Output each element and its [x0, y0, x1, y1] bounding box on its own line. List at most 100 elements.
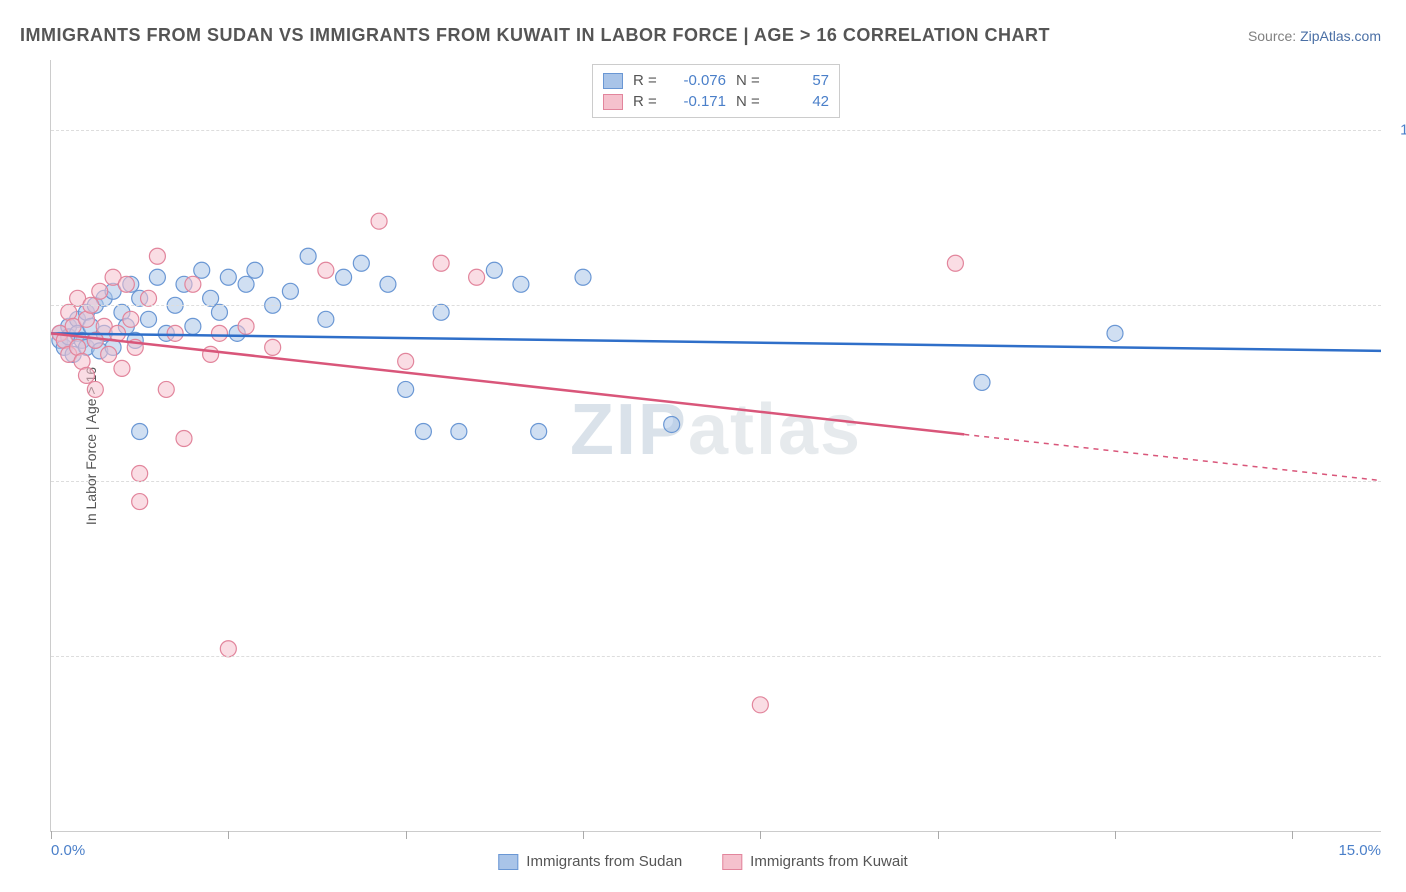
legend-swatch — [603, 94, 623, 110]
x-tick — [51, 831, 52, 839]
legend-swatch — [603, 73, 623, 89]
data-point — [380, 276, 396, 292]
data-point — [974, 374, 990, 390]
data-point — [265, 339, 281, 355]
data-point — [282, 283, 298, 299]
data-point — [149, 248, 165, 264]
data-point — [398, 381, 414, 397]
data-point — [78, 367, 94, 383]
data-point — [211, 325, 227, 341]
data-point — [176, 430, 192, 446]
data-point — [433, 304, 449, 320]
x-tick — [1115, 831, 1116, 839]
data-point — [575, 269, 591, 285]
data-point — [300, 248, 316, 264]
data-point — [211, 304, 227, 320]
data-point — [371, 213, 387, 229]
data-point — [513, 276, 529, 292]
data-point — [664, 416, 680, 432]
source-label: Source: ZipAtlas.com — [1248, 28, 1381, 44]
data-point — [486, 262, 502, 278]
legend-r-value: -0.171 — [671, 93, 726, 110]
gridline — [51, 656, 1381, 657]
data-point — [194, 262, 210, 278]
data-point — [101, 346, 117, 362]
data-point — [415, 423, 431, 439]
regression-line — [51, 333, 1381, 351]
series-legend-label: Immigrants from Sudan — [526, 853, 682, 870]
data-point — [185, 318, 201, 334]
data-point — [92, 283, 108, 299]
data-point — [1107, 325, 1123, 341]
data-point — [336, 269, 352, 285]
data-point — [238, 318, 254, 334]
correlation-legend-row: R = -0.171 N = 42 — [603, 91, 829, 112]
data-point — [123, 311, 139, 327]
x-tick — [1292, 831, 1293, 839]
data-point — [87, 381, 103, 397]
legend-swatch — [722, 854, 742, 870]
data-point — [203, 290, 219, 306]
series-legend-item: Immigrants from Kuwait — [722, 853, 908, 870]
legend-n-label: N = — [736, 93, 764, 110]
legend-r-label: R = — [633, 93, 661, 110]
data-point — [947, 255, 963, 271]
data-point — [469, 269, 485, 285]
data-point — [531, 423, 547, 439]
x-tick — [938, 831, 939, 839]
source-link[interactable]: ZipAtlas.com — [1300, 28, 1381, 44]
data-point — [433, 255, 449, 271]
legend-r-label: R = — [633, 72, 661, 89]
legend-n-value: 42 — [774, 93, 829, 110]
data-point — [220, 641, 236, 657]
data-point — [203, 346, 219, 362]
y-tick-label: 25.0% — [1391, 647, 1406, 664]
y-tick-label: 75.0% — [1391, 297, 1406, 314]
data-point — [114, 360, 130, 376]
x-tick-label: 15.0% — [1338, 842, 1381, 859]
series-legend-item: Immigrants from Sudan — [498, 853, 682, 870]
x-tick — [228, 831, 229, 839]
legend-n-label: N = — [736, 72, 764, 89]
data-point — [149, 269, 165, 285]
y-tick-label: 50.0% — [1391, 472, 1406, 489]
data-point — [247, 262, 263, 278]
data-point — [132, 494, 148, 510]
gridline — [51, 305, 1381, 306]
data-point — [141, 311, 157, 327]
data-point — [752, 697, 768, 713]
data-point — [167, 325, 183, 341]
data-point — [220, 269, 236, 285]
chart-container: IMMIGRANTS FROM SUDAN VS IMMIGRANTS FROM… — [0, 0, 1406, 892]
data-point — [132, 466, 148, 482]
legend-r-value: -0.076 — [671, 72, 726, 89]
data-point — [132, 423, 148, 439]
chart-title: IMMIGRANTS FROM SUDAN VS IMMIGRANTS FROM… — [20, 25, 1050, 46]
series-legend-label: Immigrants from Kuwait — [750, 853, 908, 870]
correlation-legend-row: R = -0.076 N = 57 — [603, 70, 829, 91]
plot-svg — [51, 60, 1381, 831]
x-tick — [406, 831, 407, 839]
data-point — [141, 290, 157, 306]
gridline — [51, 481, 1381, 482]
data-point — [353, 255, 369, 271]
chart-plot-area: ZIPatlas R =-0.076N =57R =-0.171N =42 25… — [50, 60, 1381, 832]
data-point — [185, 276, 201, 292]
x-tick — [583, 831, 584, 839]
data-point — [451, 423, 467, 439]
data-point — [158, 381, 174, 397]
legend-n-value: 57 — [774, 72, 829, 89]
x-tick-label: 0.0% — [51, 842, 85, 859]
gridline — [51, 130, 1381, 131]
series-legend: Immigrants from Sudan Immigrants from Kuw… — [498, 853, 907, 870]
regression-line — [51, 333, 964, 434]
x-tick — [760, 831, 761, 839]
data-point — [318, 311, 334, 327]
y-tick-label: 100.0% — [1391, 122, 1406, 139]
regression-line-extrapolated — [964, 434, 1381, 480]
correlation-legend: R = -0.076 N = 57 R = -0.171 N = 42 — [592, 64, 840, 118]
data-point — [318, 262, 334, 278]
data-point — [238, 276, 254, 292]
data-point — [118, 276, 134, 292]
legend-swatch — [498, 854, 518, 870]
